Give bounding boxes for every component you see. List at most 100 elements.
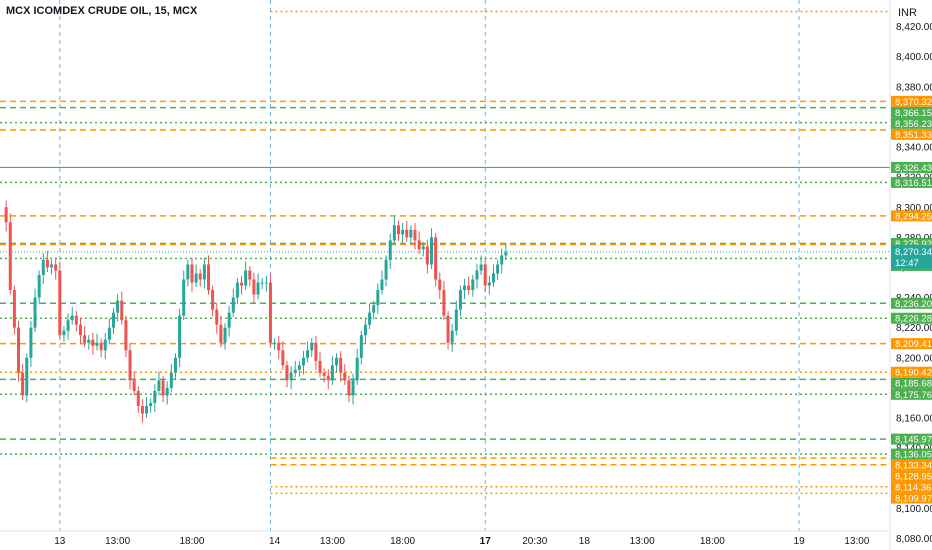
candle-body (190, 264, 194, 283)
candle-body (78, 324, 82, 336)
candle-body (91, 339, 95, 346)
level-tag (891, 377, 932, 389)
level-tag-label: 8,114.36 (895, 483, 931, 494)
candle-body (244, 270, 248, 286)
candle-body (500, 255, 504, 265)
time-tick: 13 (54, 536, 66, 547)
price-tick: 8,100.00 (896, 504, 932, 515)
price-tick: 8,420.00 (896, 22, 932, 33)
candle-body (58, 270, 62, 336)
level-tag-label: 8,185.68 (895, 379, 932, 390)
candle-body (297, 365, 301, 370)
candle-body (463, 285, 467, 291)
price-tick: 8,340.00 (896, 143, 932, 154)
level-tag-label: 8,370.32 (895, 97, 932, 108)
candle-body (140, 405, 144, 414)
candle-body (289, 372, 293, 381)
level-tag-label: 8,128.95 (895, 472, 932, 483)
candle-body (479, 264, 483, 271)
time-tick: 17 (480, 536, 492, 547)
price-tick: 8,160.00 (896, 414, 932, 425)
candle-body (310, 342, 314, 351)
candle-body (438, 279, 442, 291)
time-tick: 13:00 (844, 536, 869, 547)
candle-body (425, 246, 429, 265)
candle-body (442, 290, 446, 316)
candle-body (4, 207, 8, 223)
candle-body (124, 320, 128, 351)
level-tag (891, 128, 932, 140)
candle-body (70, 315, 74, 321)
time-tick: 19 (794, 536, 806, 547)
level-lines (0, 10, 890, 495)
candle-body (363, 324, 367, 336)
candle-body (231, 297, 235, 313)
candle-body (496, 264, 500, 274)
candle-body (211, 290, 215, 310)
time-tick: 20:30 (522, 536, 547, 547)
level-tag (891, 297, 932, 309)
candle-body (458, 290, 462, 310)
candle-body (401, 229, 405, 235)
level-tag-label: 8,136.05 (895, 450, 932, 461)
candle-body (240, 282, 244, 286)
candle-body (281, 350, 285, 366)
currency-label[interactable]: INR (898, 7, 917, 19)
candle-body (161, 380, 165, 396)
time-tick: 14 (269, 536, 281, 547)
candle-body (219, 324, 223, 343)
candle-body (120, 300, 124, 321)
candle-body (95, 342, 99, 346)
candle-body (256, 282, 260, 295)
level-tag-label: 8,316.51 (895, 178, 932, 189)
level-tag-label: 8,109.97 (895, 494, 932, 505)
candle-body (132, 380, 136, 391)
candle-body (41, 259, 45, 275)
candle-body (293, 369, 297, 373)
candle-body (368, 312, 372, 325)
level-tag-label: 8,366.15 (895, 108, 932, 119)
level-tag (891, 238, 932, 250)
candle-body (50, 264, 54, 268)
candle-body (116, 300, 120, 313)
current-price-value: 8,270.34 (895, 247, 932, 258)
candle-body (384, 259, 388, 280)
candle-body (483, 264, 487, 286)
level-tag (891, 481, 932, 493)
candle-body (376, 290, 380, 306)
candle-body (194, 273, 198, 283)
chart-title: MCX ICOMDEX CRUDE OIL, 15, MCX (6, 5, 198, 17)
candle-body (306, 350, 310, 358)
level-tag (891, 492, 932, 504)
candle-body (112, 312, 116, 328)
time-tick: 13:00 (320, 536, 345, 547)
current-price-timer: 12:47 (895, 258, 919, 269)
candle-body (145, 405, 149, 414)
candle-body (268, 282, 272, 343)
session-break-lines (59, 0, 800, 531)
candle-body (182, 279, 186, 316)
level-tag (891, 312, 932, 324)
candle-body (264, 282, 268, 284)
candle-body (248, 270, 252, 280)
candle-body (285, 365, 289, 381)
time-tick: 13:00 (105, 536, 130, 547)
candle-body (413, 229, 417, 241)
candle-body (347, 380, 351, 396)
level-tag-label: 8,175.76 (895, 390, 932, 401)
time-tick: 18 (579, 536, 591, 547)
level-tag-label: 8,294.25 (895, 211, 932, 222)
current-price-box (891, 244, 932, 269)
candle-body (178, 315, 182, 358)
candle-body (99, 342, 103, 351)
candle-body (314, 342, 318, 361)
candle-body (252, 279, 256, 295)
price-tick: 8,200.00 (896, 353, 932, 364)
level-tag (891, 388, 932, 400)
candle-body (430, 237, 434, 265)
candle-body (372, 305, 376, 313)
candle-body (359, 335, 363, 358)
candle-body (45, 259, 49, 268)
level-tag-label: 8,356.23 (895, 119, 932, 130)
